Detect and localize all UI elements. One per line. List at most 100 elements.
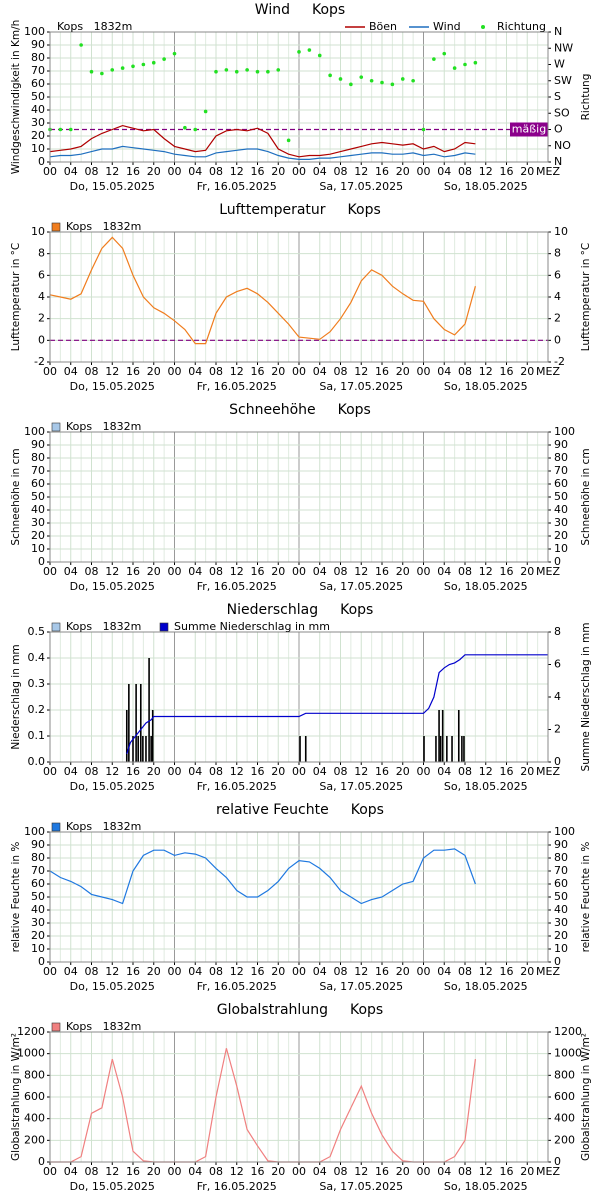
day-label: Sa, 17.05.2025	[319, 180, 403, 193]
y-tick-label: 20	[31, 129, 45, 142]
x-tick-label: 16	[126, 565, 140, 578]
y-tick-label: 0.3	[28, 677, 46, 690]
x-tick-label: 16	[375, 1165, 389, 1178]
x-tick-label: 20	[396, 1165, 410, 1178]
x-tick-label: 08	[85, 365, 99, 378]
y-tick-label: 90	[31, 838, 45, 851]
x-tick-label: 16	[375, 165, 389, 178]
y-tick-label: 800	[24, 1068, 45, 1081]
x-tick-label: 04	[313, 1165, 327, 1178]
x-tick-label: 16	[251, 965, 265, 978]
y2-tick-label: 2	[554, 723, 561, 736]
x-tick-label: 20	[520, 165, 534, 178]
x-tick-label: 00	[292, 165, 306, 178]
x-tick-label: 20	[271, 565, 285, 578]
bar	[451, 736, 453, 762]
station-text: Kops	[340, 602, 373, 618]
x-tick-label: 20	[396, 565, 410, 578]
y-tick-label: 0.4	[28, 651, 46, 664]
x-unit: MEZ	[536, 365, 560, 378]
day-label: Fr, 16.05.2025	[197, 180, 277, 193]
bar	[125, 710, 128, 762]
x-tick-label: 16	[500, 565, 514, 578]
day-label: So, 18.05.2025	[444, 980, 528, 993]
bar	[135, 684, 137, 762]
y-tick-label-right: 90	[554, 838, 568, 851]
y-tick-label: 70	[31, 864, 45, 877]
x-tick-label: 12	[479, 365, 493, 378]
direction-dot	[317, 53, 322, 58]
bar	[304, 736, 307, 762]
direction-dot	[151, 60, 156, 65]
direction-dot	[110, 68, 115, 72]
x-tick-label: 08	[458, 765, 472, 778]
x-tick-label: 12	[105, 165, 119, 178]
day-label: Fr, 16.05.2025	[197, 380, 277, 393]
y-tick-label-right: 20	[554, 929, 568, 942]
x-tick-label: 20	[147, 1165, 161, 1178]
x-tick-label: 20	[147, 365, 161, 378]
y-tick-label: 50	[31, 90, 45, 103]
x-unit: MEZ	[536, 165, 560, 178]
x-tick-label: 08	[85, 1165, 99, 1178]
x-tick-label: 12	[105, 765, 119, 778]
bar	[142, 736, 144, 762]
y-tick-label-right: 400	[554, 1112, 575, 1125]
x-tick-label: 08	[334, 565, 348, 578]
y2-axis-label: Summe Niederschlag in mm	[580, 623, 592, 772]
y-tick-label: 70	[31, 64, 45, 77]
y2-tick-label: 8	[554, 625, 561, 638]
y-tick-label: 50	[31, 490, 45, 503]
x-tick-label: 00	[43, 565, 57, 578]
y-tick-label-right: 50	[554, 490, 568, 503]
x-tick-label: 00	[43, 1165, 57, 1178]
x-tick-label: 00	[168, 365, 182, 378]
chart-title: Globalstrahlung Kops	[217, 1002, 383, 1018]
series-line	[50, 1048, 476, 1163]
x-tick-label: 12	[479, 765, 493, 778]
plot-frame	[49, 831, 549, 963]
y-tick-label: 4	[38, 290, 45, 303]
bar	[423, 736, 425, 762]
legend-label: Summe Niederschlag in mm	[174, 620, 330, 633]
y-tick-label-right: 0	[554, 1155, 561, 1168]
x-tick-label: 20	[520, 365, 534, 378]
y-tick-label: 0	[38, 155, 45, 168]
y2-tick-label: O	[554, 123, 563, 136]
direction-dot	[193, 127, 198, 132]
direction-dot	[338, 77, 343, 81]
x-tick-label: 00	[168, 165, 182, 178]
bar	[441, 710, 444, 762]
bar	[457, 710, 460, 762]
x-tick-label: 04	[64, 1165, 78, 1178]
day-label: So, 18.05.2025	[444, 1180, 528, 1193]
direction-dot	[442, 51, 447, 56]
legend-label: Richtung	[497, 20, 546, 33]
day-label: So, 18.05.2025	[444, 380, 528, 393]
y-tick-label: 40	[31, 903, 45, 916]
legend-label: Kops 1832m	[66, 820, 141, 833]
direction-dot	[172, 51, 177, 56]
y2-tick-label: 0	[554, 755, 561, 768]
x-tick-label: 04	[437, 1165, 451, 1178]
x-tick-label: 08	[209, 765, 223, 778]
y-tick-label: 0.2	[28, 703, 46, 716]
y2-axis-label: relative Feuchte in %	[580, 842, 592, 953]
y-tick-label: 2	[38, 312, 45, 325]
y-tick-label: 20	[31, 529, 45, 542]
direction-dot	[100, 71, 104, 76]
x-tick-label: 08	[209, 1165, 223, 1178]
direction-dot	[214, 69, 218, 74]
station-text: Kops	[351, 802, 384, 818]
y-tick-label-right: 30	[554, 916, 568, 929]
x-tick-label: 00	[168, 765, 182, 778]
y-tick-label: 100	[24, 25, 45, 38]
direction-dot	[463, 62, 467, 67]
station-text: Kops	[348, 202, 381, 218]
x-tick-label: 12	[479, 165, 493, 178]
y-tick-label: 200	[24, 1133, 45, 1146]
plot-frame	[49, 431, 549, 563]
y-tick-label: 40	[31, 103, 45, 116]
y-tick-label: 40	[31, 503, 45, 516]
bar	[139, 684, 142, 762]
